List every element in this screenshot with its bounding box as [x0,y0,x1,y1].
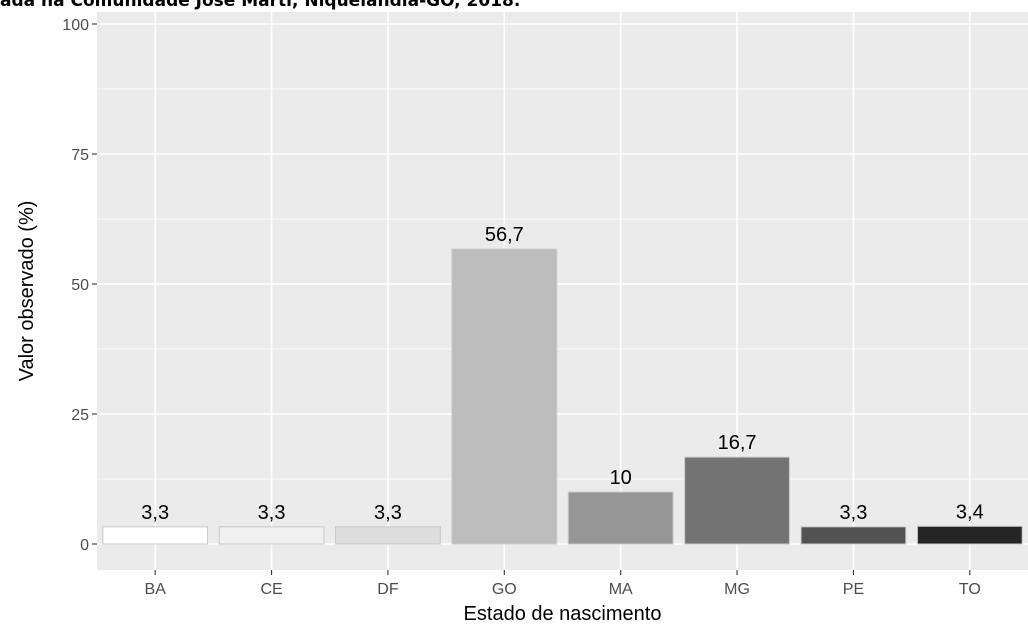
x-axis: BA CE DF GO MA MG PE TO [145,570,981,598]
x-tick-label: MA [609,581,633,598]
y-tick-label: 100 [62,17,89,34]
bar-value-label: 3,3 [840,502,868,524]
y-tick-label: 25 [71,407,89,424]
y-axis-label: Valor observado (%) [16,201,38,382]
bar-value-label: 16,7 [718,432,757,454]
bar-ba [102,526,209,545]
x-axis-label: Estado de nascimento [464,603,662,625]
bar-go [451,248,558,545]
x-tick-label: MG [724,581,750,598]
bar-value-labels: 3,3 3,3 3,3 56,7 10 16,7 3,3 3,4 [141,224,983,524]
x-tick-label: GO [492,581,517,598]
x-tick-label: CE [260,581,282,598]
bar-value-label: 3,4 [956,501,984,523]
bar-ma [567,491,674,545]
bar-value-label: 56,7 [485,224,524,246]
x-tick-label: BA [145,581,167,598]
y-tick-label: 50 [71,277,89,294]
bar-value-label: 10 [610,467,632,489]
bar-pe [800,526,907,545]
y-axis: 0 25 50 75 100 [62,17,97,554]
bar-value-label: 3,3 [258,502,286,524]
bar-df [335,526,441,545]
bar-value-label: 3,3 [374,502,402,524]
bars [102,248,1023,545]
bar-value-label: 3,3 [141,502,169,524]
y-tick-label: 75 [71,147,89,164]
bar-ce [218,526,325,545]
bar-to [916,525,1023,545]
x-tick-label: DF [377,581,399,598]
plot-panel [97,12,1028,570]
bar-mg [684,456,790,545]
x-tick-label: TO [959,581,981,598]
chart-title: ada na Comunidade José Martí, Niquelândi… [0,0,521,11]
x-tick-label: PE [843,581,864,598]
y-tick-label: 0 [80,537,89,554]
